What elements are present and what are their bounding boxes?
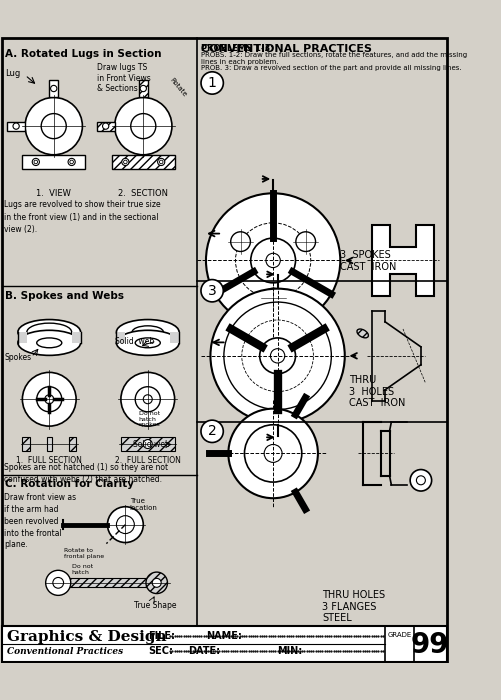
Circle shape bbox=[140, 85, 146, 92]
Text: 1.  VIEW: 1. VIEW bbox=[36, 189, 71, 198]
Circle shape bbox=[122, 158, 129, 165]
Circle shape bbox=[224, 302, 331, 409]
Bar bbox=[23, 155, 85, 169]
Text: Solid  web: Solid web bbox=[115, 337, 154, 346]
Circle shape bbox=[143, 440, 152, 449]
Circle shape bbox=[228, 409, 318, 498]
Circle shape bbox=[103, 123, 109, 130]
Text: Solid web: Solid web bbox=[133, 440, 169, 449]
Circle shape bbox=[107, 507, 143, 542]
Text: SEC:: SEC: bbox=[148, 646, 173, 656]
Text: Lugs are revolved to show their true size
in the front view (1) and in the secti: Lugs are revolved to show their true siz… bbox=[5, 200, 161, 235]
Ellipse shape bbox=[357, 329, 368, 338]
Circle shape bbox=[121, 372, 175, 426]
Ellipse shape bbox=[116, 330, 179, 356]
Text: 3: 3 bbox=[208, 284, 216, 298]
Ellipse shape bbox=[135, 338, 160, 348]
Bar bbox=[97, 122, 115, 131]
Circle shape bbox=[115, 97, 172, 155]
Text: 1: 1 bbox=[208, 76, 216, 90]
Text: 1.  FULL SECTION: 1. FULL SECTION bbox=[17, 456, 82, 465]
Polygon shape bbox=[372, 225, 434, 296]
Bar bbox=[58, 578, 157, 587]
Text: Do not
hatch: Do not hatch bbox=[72, 564, 93, 575]
Text: MIN:: MIN: bbox=[278, 646, 303, 656]
Circle shape bbox=[68, 158, 75, 165]
Text: FILE:: FILE: bbox=[148, 631, 175, 640]
Text: Spokes are not hatched (1) so they are not
confused with webs (2) that are hatch: Spokes are not hatched (1) so they are n… bbox=[5, 463, 169, 484]
Bar bbox=[121, 437, 175, 452]
Circle shape bbox=[230, 232, 250, 251]
Ellipse shape bbox=[18, 320, 81, 344]
Circle shape bbox=[25, 97, 82, 155]
Circle shape bbox=[146, 572, 167, 594]
Text: A. Rotated Lugs in Section: A. Rotated Lugs in Section bbox=[6, 49, 162, 59]
Bar bbox=[2, 626, 447, 662]
Ellipse shape bbox=[18, 330, 81, 356]
Ellipse shape bbox=[27, 323, 72, 341]
Text: C. Rotation for Clarity: C. Rotation for Clarity bbox=[6, 479, 134, 489]
Bar bbox=[112, 155, 175, 169]
Bar bbox=[69, 437, 76, 452]
Text: PROB. 3: Draw a revolved section of the part and provide all missing lines.: PROB. 3: Draw a revolved section of the … bbox=[201, 65, 462, 71]
Text: DATE:: DATE: bbox=[188, 646, 220, 656]
Ellipse shape bbox=[37, 338, 62, 348]
Text: 2.  SECTION: 2. SECTION bbox=[118, 189, 168, 198]
Circle shape bbox=[13, 123, 19, 130]
Text: PROBLEMS 1-3:: PROBLEMS 1-3: bbox=[201, 43, 274, 52]
Bar bbox=[49, 80, 58, 97]
Bar bbox=[139, 80, 148, 97]
Text: 2.  FULL SECTION: 2. FULL SECTION bbox=[115, 456, 181, 465]
Text: Lug: Lug bbox=[6, 69, 21, 78]
Circle shape bbox=[210, 288, 345, 423]
Text: 3  SPOKES
CAST  IRON: 3 SPOKES CAST IRON bbox=[340, 251, 397, 272]
Bar bbox=[47, 437, 52, 452]
Text: PROBS. 1-2: Draw the full sections, rotate the features, and add the missing
lin: PROBS. 1-2: Draw the full sections, rota… bbox=[201, 52, 467, 65]
Ellipse shape bbox=[116, 320, 179, 344]
Text: Conventional Practices: Conventional Practices bbox=[7, 648, 123, 657]
Bar bbox=[7, 122, 25, 131]
Text: Rotate to
frontal plane: Rotate to frontal plane bbox=[65, 548, 105, 559]
Text: Draw front view as
if the arm had
been revolved
into the frontal
plane.: Draw front view as if the arm had been r… bbox=[5, 494, 77, 550]
Text: 2: 2 bbox=[208, 424, 216, 438]
Text: Do not
hatch
spokes: Do not hatch spokes bbox=[139, 411, 160, 428]
Circle shape bbox=[46, 570, 71, 596]
Text: Draw lugs TS
in Front Views
& Sections: Draw lugs TS in Front Views & Sections bbox=[97, 64, 150, 93]
Circle shape bbox=[23, 372, 76, 426]
Text: THRU HOLES
3 FLANGES
STEEL: THRU HOLES 3 FLANGES STEEL bbox=[322, 590, 385, 623]
Text: 99: 99 bbox=[411, 631, 449, 659]
Circle shape bbox=[296, 232, 316, 251]
Circle shape bbox=[206, 193, 340, 328]
Circle shape bbox=[51, 85, 57, 92]
Text: B. Spokes and Webs: B. Spokes and Webs bbox=[6, 291, 124, 301]
Text: THRU
3  HOLES
CAST  IRON: THRU 3 HOLES CAST IRON bbox=[349, 375, 406, 408]
Text: NAME:: NAME: bbox=[206, 631, 242, 640]
Circle shape bbox=[264, 288, 283, 308]
Text: GRADE: GRADE bbox=[387, 632, 411, 638]
Ellipse shape bbox=[132, 326, 163, 338]
Text: CONVENTIONAL PRACTICES: CONVENTIONAL PRACTICES bbox=[201, 43, 372, 54]
Bar bbox=[23, 437, 30, 452]
Text: True Shape: True Shape bbox=[134, 601, 177, 610]
Circle shape bbox=[32, 158, 40, 165]
Text: True
location: True location bbox=[130, 498, 158, 511]
Text: Graphics & Design: Graphics & Design bbox=[7, 631, 167, 645]
Text: Spokes: Spokes bbox=[5, 353, 32, 362]
Circle shape bbox=[410, 470, 432, 491]
Circle shape bbox=[152, 578, 161, 587]
Circle shape bbox=[158, 158, 165, 165]
Text: Rotate: Rotate bbox=[168, 77, 187, 99]
